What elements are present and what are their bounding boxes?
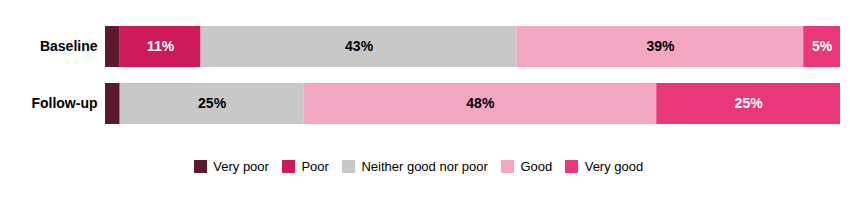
svg-text:Baseline: Baseline xyxy=(40,38,98,54)
svg-text:48%: 48% xyxy=(466,95,495,111)
html-text:Neither good nor poor: Neither good nor poor xyxy=(361,159,488,174)
svg-text:43%: 43% xyxy=(345,38,374,54)
html-text:Good: Good xyxy=(520,159,553,174)
svg-text:11%: 11% xyxy=(147,38,175,54)
svg-text:Follow-up: Follow-up xyxy=(31,95,97,111)
html-text:Very good: Very good xyxy=(584,159,644,174)
svg-text:25%: 25% xyxy=(735,95,764,111)
svg-text:5%: 5% xyxy=(812,38,833,54)
html-text:Poor: Poor xyxy=(301,159,329,174)
html-text:Very poor: Very poor xyxy=(213,159,269,174)
svg-text:25%: 25% xyxy=(198,95,227,111)
svg-text:39%: 39% xyxy=(646,38,675,54)
